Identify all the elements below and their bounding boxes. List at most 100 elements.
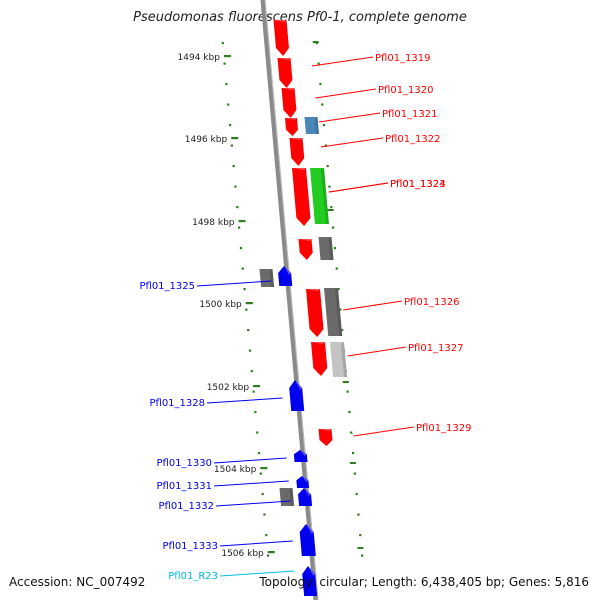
gene-arrow-body [281,88,297,118]
map-title: Pseudomonas fluorescens Pf0-1, complete … [133,10,467,25]
leader-line [219,540,293,547]
gene-arrow-body [292,168,311,226]
gene-arrow-body [302,566,318,596]
tick-label: 1500 kbp [199,300,242,310]
gene-arrow [318,429,333,446]
tick-dot [228,124,232,127]
tick-dot [252,390,255,393]
tick-dot [257,452,261,455]
tick-dot [337,288,340,291]
gene-arrow-body [293,450,308,462]
gene-label: Pfl01_1333 [162,541,218,552]
leader-line [311,56,374,67]
tick-dot [351,452,355,455]
gene-label: Pfl01_R23 [168,571,218,582]
tick-label: 1494 kbp [178,53,221,63]
gene-arrow-shine [302,476,309,483]
leader-line [343,300,403,311]
tick-dot [332,226,335,229]
tick-dot [232,165,235,168]
leader-line [213,480,289,487]
feature-body [324,288,343,336]
tick-dot [230,144,233,147]
feature-shade [321,168,329,224]
gene-arrow-body [285,118,299,136]
gene-arrow-shine [295,380,303,390]
leader-line [320,137,384,148]
tick-dot [239,247,243,250]
gene-arrow-body [298,239,313,260]
gene-arrow-shine [311,342,325,344]
gene-arrow-shine [318,429,332,431]
tick-dot [328,185,331,188]
tick-dot [357,513,360,516]
major-tick [223,55,231,58]
leader-line [318,112,381,123]
gene-arrow-shine [289,138,303,140]
gene-arrow [281,88,297,118]
feature-block-gray [318,237,334,260]
tick-dot [321,103,324,106]
leader-line [196,280,272,287]
feature-shade [335,288,343,336]
feature-body [304,117,320,134]
tick-dot [348,411,351,414]
tick-dot [315,42,318,45]
tick-dash [342,381,349,383]
tick-dot [346,390,349,393]
feature-block-green [310,168,329,224]
major-tick [267,551,275,554]
feature-block-gray [279,488,295,506]
tick-dot [250,370,253,373]
gene-label: Pfl01_1323 [390,179,446,190]
tick-dot [223,62,226,65]
gene-label: Pfl01_1330 [156,458,212,469]
feature-shade [341,342,348,377]
gene-arrow-body [298,488,313,506]
gene-arrow [306,289,324,337]
tick-dot [247,329,250,332]
leader-line [329,182,389,193]
gene-arrow [302,566,318,596]
gene-arrow [273,20,289,56]
gene-arrow [292,168,311,226]
tick-dot [225,83,228,86]
gene-label: Pfl01_1328 [149,398,205,409]
tick-dot [238,226,241,229]
kbp-ticks: 1494 kbp 1496 kbp 1498 kbp 1500 kbp 1502 kbp… [178,53,275,559]
gene-arrow [285,118,299,136]
major-tick [260,467,268,470]
gene-arrow-shine [300,450,307,457]
tick-dot [322,124,326,127]
gene-label: Pfl01_1322 [385,134,441,145]
feature-shade [328,237,334,260]
feature-block-lightgray [330,342,348,377]
tick-dot [236,206,239,209]
gene-label: Pfl01_1320 [378,85,434,96]
tick-dot [254,411,257,414]
leader-line [347,346,407,357]
tick-dot [353,472,356,475]
gene-arrow [311,342,328,376]
feature-body [310,168,329,224]
tick-dot [263,513,266,516]
major-tick [231,137,239,140]
gene-arrow-body [278,266,293,286]
tick-dot [234,185,237,188]
tick-dash [327,209,334,211]
leader-line [213,457,287,464]
tick-dot [326,165,329,168]
feature-body [318,237,334,260]
topology-text: Topology: circular; Length: 6,438,405 bp… [259,575,589,589]
gene-arrow [293,450,308,462]
gene-arrow-shine [306,524,314,534]
accession-text: Accession: NC_007492 [9,575,146,589]
gene-arrow [298,239,313,260]
tick-dot [245,308,248,311]
leader-line [353,426,415,437]
gene-arrow-body [273,20,289,56]
feature-shade [269,269,275,287]
gene-arrow [289,380,305,411]
tick-dot [355,493,358,496]
feature-block-gray [324,288,343,336]
